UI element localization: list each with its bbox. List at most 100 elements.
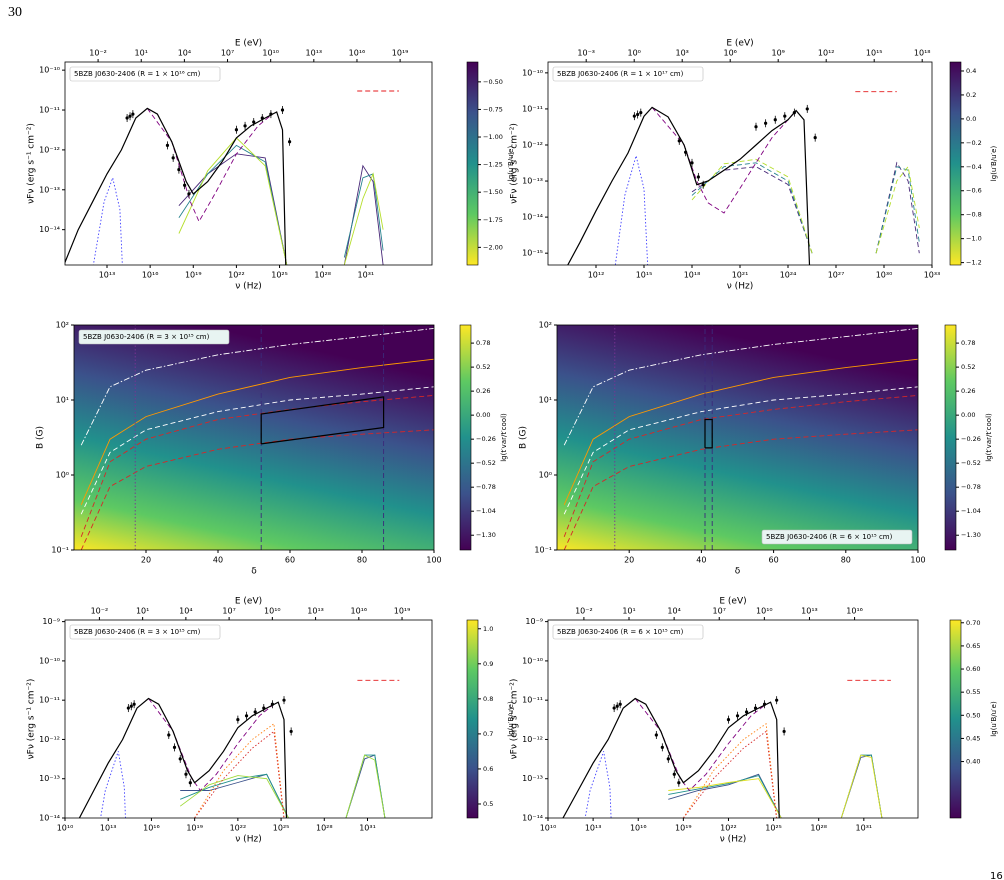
series-line xyxy=(584,751,612,818)
colorbar-tick-label: 0.00 xyxy=(961,411,975,419)
data-point xyxy=(128,114,132,118)
data-point xyxy=(262,706,266,710)
axes-frame xyxy=(547,619,919,819)
y-tick-label: 10⁻¹⁰ xyxy=(39,656,60,665)
x-tick-label: 10²² xyxy=(228,271,245,280)
x2-tick-label: 10⁴ xyxy=(178,49,191,58)
legend-box xyxy=(78,329,230,345)
page-number: 30 xyxy=(8,5,22,20)
colorbar-tick-label: 0.55 xyxy=(966,688,980,696)
data-point xyxy=(288,140,292,144)
field-background xyxy=(557,325,918,550)
series-line xyxy=(563,358,918,505)
legend-box xyxy=(761,529,913,545)
x2-tick-label: 10⁷ xyxy=(221,49,234,58)
x-axis-label: δ xyxy=(735,567,741,577)
legend-box xyxy=(552,66,704,82)
x-tick-label: 10¹⁶ xyxy=(630,824,647,833)
data-point xyxy=(165,143,170,147)
x-tick-label: 20 xyxy=(141,556,151,565)
data-point xyxy=(270,702,275,706)
series-line xyxy=(178,137,384,265)
series-line xyxy=(668,754,883,818)
x2-axis-label: E (eV) xyxy=(726,39,753,49)
data-point xyxy=(654,733,658,737)
y-tick-label: 10⁻¹⁴ xyxy=(39,814,60,823)
x-tick-label: 10¹⁹ xyxy=(675,824,692,833)
x2-tick-label: 10¹ xyxy=(136,607,149,616)
x-tick-label: 10¹⁸ xyxy=(684,271,701,280)
chart: 10¹² 10¹⁵ 10¹⁸ 10²¹ 10²⁴ 10²⁷ 10³⁰ 10³³ 10⁻³ 10⁰ 1… xyxy=(510,39,999,292)
colorbar-tick-label: 0.6 xyxy=(483,765,493,773)
legend-box xyxy=(552,624,704,640)
series-line xyxy=(194,722,285,818)
data-point xyxy=(735,714,740,718)
y-tick-label: 10⁰ xyxy=(56,471,69,480)
y-axis-label: νFν (erg s⁻¹ cm⁻²) xyxy=(27,679,37,760)
colorbar xyxy=(466,61,479,266)
colorbar-tick-label: 0.50 xyxy=(966,711,980,719)
data-point xyxy=(183,183,187,187)
data-point xyxy=(726,718,731,722)
data-point xyxy=(126,706,130,710)
x-tick-label: 40 xyxy=(696,556,706,565)
x2-tick-label: 10¹⁹ xyxy=(394,607,411,616)
colorbar-tick-label: 0.5 xyxy=(483,800,493,808)
series-line xyxy=(80,358,434,505)
data-point xyxy=(172,745,177,749)
x2-tick-label: 10⁷ xyxy=(713,607,726,616)
x2-tick-label: 10⁴ xyxy=(179,607,192,616)
x2-tick-label: 10³ xyxy=(676,49,689,58)
x-tick-label: 10¹⁹ xyxy=(186,824,203,833)
y-tick-label: 10² xyxy=(56,321,69,330)
data-point xyxy=(125,116,129,120)
x2-tick-label: 10¹⁰ xyxy=(756,607,773,616)
x-tick-label: 10²² xyxy=(720,824,737,833)
corner-text: 16 xyxy=(990,871,1003,880)
series-line xyxy=(562,697,780,818)
data-point xyxy=(129,704,133,708)
colorbar xyxy=(466,619,479,819)
colorbar-label: lg(t′var/t′cool) xyxy=(985,413,993,462)
data-point xyxy=(184,772,188,776)
colorbar xyxy=(949,619,962,819)
y-tick-label: 10⁰ xyxy=(539,471,552,480)
data-point xyxy=(672,772,676,776)
x-tick-label: 10³³ xyxy=(924,271,941,280)
plot-area xyxy=(80,325,434,550)
series-line xyxy=(178,144,384,265)
data-point xyxy=(754,125,758,129)
x2-tick-label: 10⁻² xyxy=(89,49,107,58)
colorbar-tick-label: 0.78 xyxy=(476,339,490,347)
y-tick-label: 10⁻¹¹ xyxy=(39,696,60,705)
colorbar-tick-label: −0.78 xyxy=(476,483,496,491)
colorbar-tick-label: −0.2 xyxy=(966,139,982,147)
x2-tick-label: 10¹⁸ xyxy=(914,49,931,58)
colorbar xyxy=(459,324,472,551)
x-tick-label: 10²⁵ xyxy=(273,824,290,833)
data-point xyxy=(253,710,257,714)
data-point xyxy=(783,114,787,118)
colorbar-tick-label: −0.26 xyxy=(476,435,496,443)
y-tick-label: 10¹ xyxy=(539,396,552,405)
y-axis-label: νFν (erg s⁻¹ cm⁻²) xyxy=(510,679,520,760)
y-axis-label: B (G) xyxy=(519,426,529,449)
colorbar-tick-label: 0.40 xyxy=(966,758,980,766)
colorbar-tick-label: −1.30 xyxy=(476,531,496,539)
data-point xyxy=(252,120,256,124)
y-tick-label: 10⁻¹² xyxy=(522,735,543,744)
y-tick-label: 10¹ xyxy=(56,396,69,405)
axes-frame xyxy=(64,619,433,819)
plot-area xyxy=(65,90,399,265)
chart: 10¹⁰ 10¹³ 10¹⁶ 10¹⁹ 10²² 10²⁵ 10²⁸ 10³¹ 10⁻² 10¹ 1… xyxy=(510,597,999,845)
colorbar-label: lg(u′B/u′e) xyxy=(507,701,515,737)
colorbar-tick-label: −0.4 xyxy=(966,163,982,171)
series-line xyxy=(691,162,920,254)
x2-axis-label: E (eV) xyxy=(235,597,262,607)
data-point xyxy=(243,124,247,128)
series-line xyxy=(691,158,920,254)
colorbar-tick-label: −1.50 xyxy=(483,188,503,196)
field-background xyxy=(74,325,434,550)
x-tick-label: 60 xyxy=(285,556,295,565)
